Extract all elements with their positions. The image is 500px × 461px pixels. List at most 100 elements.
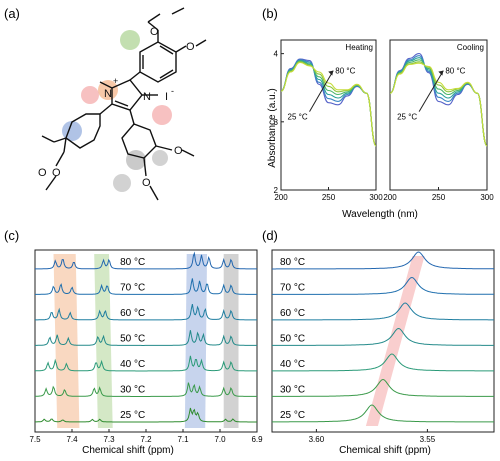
b-cooling-xtick-label: 300 — [480, 193, 494, 202]
b-heating-xtick-label: 300 — [369, 193, 383, 202]
c-xtick-label: 7.3 — [103, 435, 115, 444]
panel-label-d: (d) — [262, 228, 278, 243]
b-heating-arrowhead — [328, 70, 334, 76]
c-temp-label-4: 60 °C — [120, 308, 145, 319]
panel-label-a: (a) — [4, 6, 20, 21]
b-heating-ytick-label: 3 — [274, 118, 279, 127]
methoxy-o-bottom-2: O — [142, 177, 151, 189]
d-xtick-label: 3.55 — [420, 435, 436, 444]
b-heating-label-top: 80 °C — [335, 67, 355, 76]
d-temp-label-6: 80 °C — [280, 257, 305, 268]
c-xtick-label: 7.2 — [140, 435, 152, 444]
b-heating-arrow — [309, 70, 334, 112]
d-spectrum-line-1 — [272, 378, 494, 397]
highlight-gray-disk-2 — [152, 150, 168, 166]
d-spectrum-line-6 — [272, 251, 494, 270]
b-cooling-xtick-label: 200 — [383, 193, 397, 202]
highlight-orange-disk — [98, 80, 118, 100]
c-spectrum-line-1 — [35, 382, 258, 397]
c-xtick-label: 7.4 — [66, 435, 78, 444]
c-highlight-band-1 — [94, 254, 113, 428]
b-cooling-label-top: 80 °C — [445, 67, 465, 76]
imidazolium-ring — [111, 79, 143, 111]
b-heating-ytick-label: 4 — [274, 50, 279, 59]
highlight-red-disk-2 — [81, 86, 99, 104]
methoxy-o-left-1: O — [38, 167, 47, 179]
c-xtick-label: 7.1 — [177, 435, 189, 444]
c-temp-label-6: 80 °C — [120, 257, 145, 268]
c-spectrum-line-6 — [35, 251, 257, 270]
nmr-aromatic-chart: 25 °C 30 °C 40 °C 50 °C 60 °C 70 °C 80 °C 7.5 7.… — [29, 249, 263, 444]
c-spectrum-line-4 — [35, 303, 257, 321]
d-temp-label-5: 70 °C — [280, 283, 305, 294]
d-xtick-label: 3.60 — [309, 435, 325, 444]
c-spectrum-line-5 — [35, 278, 257, 295]
b-cooling-series-line-5 — [389, 62, 488, 147]
d-spectrum-line-0 — [272, 404, 494, 423]
b-xlabel: Wavelength (nm) — [342, 209, 418, 220]
b-cooling-xtick-label: 250 — [432, 193, 446, 202]
aryl-ring-top — [139, 41, 177, 83]
counterion: I — [165, 91, 168, 103]
uv-vis-heating-chart: 200 250 300 2 3 4 Heating 80 °C 25 °C — [274, 39, 383, 202]
panel-label-c: (c) — [4, 228, 19, 243]
b-heating-series-line-0 — [280, 58, 377, 147]
methoxy-o-top-1: O — [150, 26, 159, 38]
nmr-methoxy-chart: 25 °C 30 °C 40 °C 50 °C 60 °C 70 °C 80 °C 3.60 3… — [271, 249, 495, 444]
b-cooling-label-bottom: 25 °C — [397, 113, 417, 122]
imidazolium-structure — [41, 7, 207, 201]
b-cooling-arrowhead — [438, 70, 444, 76]
b-cooling-title: Cooling — [457, 43, 484, 52]
d-highlight-band — [365, 256, 425, 426]
aryl-ring-left — [65, 113, 101, 149]
d-frame — [271, 249, 495, 433]
c-xtick-label: 7.0 — [214, 435, 226, 444]
highlight-gray-disk — [126, 150, 146, 170]
d-spectrum-line-3 — [272, 327, 494, 346]
b-heating-ytick-label: 2 — [274, 186, 279, 195]
b-heating-label-bottom: 25 °C — [288, 113, 308, 122]
d-temp-label-0: 25 °C — [280, 410, 305, 421]
plus-charge: + — [113, 76, 118, 86]
c-temp-label-0: 25 °C — [120, 410, 145, 421]
b-heating-xtick-label: 250 — [322, 193, 336, 202]
uv-vis-cooling-chart: 200 250 300 Cooling 80 °C 25 °C — [383, 39, 494, 202]
n-methyl-right: N — [143, 91, 151, 103]
b-heating-series-line-3 — [280, 60, 377, 147]
molecule-atom-labels: O O N + N I - O O O O — [38, 26, 195, 189]
c-highlight-band-0 — [53, 254, 80, 428]
d-temp-label-1: 30 °C — [280, 385, 305, 396]
c-spectrum-line-0 — [35, 407, 257, 423]
c-xlabel: Chemical shift (ppm) — [82, 445, 174, 456]
panel-label-b: (b) — [262, 6, 278, 21]
d-temp-label-2: 40 °C — [280, 359, 305, 370]
highlight-red-disk — [152, 105, 172, 125]
c-highlight-band-3 — [223, 254, 239, 428]
d-spectrum-line-2 — [272, 353, 494, 372]
b-heating-xtick-label: 200 — [274, 193, 288, 202]
c-temp-label-5: 70 °C — [120, 283, 145, 294]
counterion-charge: - — [171, 86, 174, 96]
d-xlabel: Chemical shift (ppm) — [339, 445, 431, 456]
d-temp-label-4: 60 °C — [280, 308, 305, 319]
c-temp-label-1: 30 °C — [120, 385, 145, 396]
b-heating-series-line-4 — [280, 61, 377, 147]
c-spectrum-line-3 — [35, 330, 257, 346]
methoxy-o-top-2: O — [186, 41, 195, 53]
c-xtick-label: 7.5 — [29, 435, 41, 444]
b-cooling-series-line-3 — [389, 59, 488, 147]
methoxy-o-bottom-1: O — [174, 145, 183, 157]
c-spectrum-line-2 — [34, 355, 257, 372]
c-xtick-label: 6.9 — [251, 435, 263, 444]
b-heating-series-line-5 — [280, 61, 377, 147]
n-methyl-left: N — [104, 88, 112, 100]
highlight-gray-disk-3 — [113, 174, 131, 192]
b-heating-title: Heating — [345, 43, 373, 52]
c-temp-label-2: 40 °C — [120, 359, 145, 370]
c-temp-label-3: 50 °C — [120, 334, 145, 345]
b-cooling-series-line-4 — [389, 61, 488, 147]
highlight-green-disk — [120, 30, 140, 50]
b-ylabel: Absorbance (a.u.) — [267, 88, 278, 168]
d-temp-label-3: 50 °C — [280, 334, 305, 345]
